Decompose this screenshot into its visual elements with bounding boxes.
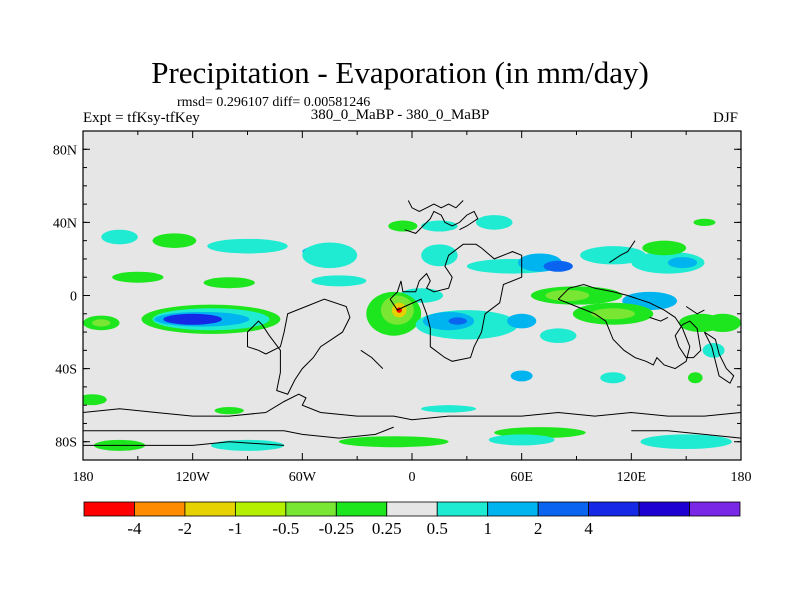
anomaly-region (302, 242, 358, 269)
anomaly-region (101, 229, 138, 245)
coastline (247, 298, 351, 395)
colorbar-label: 0.25 (372, 519, 402, 538)
colorbar-label: -0.25 (319, 519, 354, 538)
anomaly-region (210, 439, 285, 451)
coastline (83, 426, 394, 439)
x-tick-label: 0 (409, 470, 416, 485)
stats-label: rmsd= 0.296107 diff= 0.00581246 (177, 95, 371, 110)
colorbar-label: 2 (534, 519, 543, 538)
anomaly-region (388, 220, 418, 232)
anomaly-region (311, 275, 367, 287)
anomaly-region (591, 308, 635, 320)
y-tick-label: 0 (70, 290, 77, 305)
anomaly-region (338, 436, 449, 448)
chart-title: Precipitation - Evaporation (in mm/day) (151, 55, 649, 90)
x-tick-label: 180 (731, 470, 752, 485)
coastline (407, 200, 464, 212)
anomaly-region (421, 405, 476, 413)
colorbar-swatch (234, 501, 287, 517)
experiment-name: 380_0_MaBP - 380_0_MaBP (310, 107, 490, 123)
coastline (703, 331, 735, 384)
anomaly-region (510, 370, 533, 382)
anomaly-region (687, 372, 703, 384)
coastline (557, 283, 691, 370)
y-tick-label: 40S (55, 363, 77, 378)
y-tick-label: 80N (53, 143, 77, 158)
colorbar-swatch (83, 501, 135, 517)
coastline (649, 316, 669, 322)
y-tick-label: 80S (55, 436, 77, 451)
anomaly-region (475, 215, 513, 230)
field-layer (83, 215, 741, 451)
colorbar-label: 0.5 (427, 519, 448, 538)
coastline (83, 441, 285, 446)
anomaly-region (152, 233, 197, 248)
anomaly-region (163, 313, 222, 325)
anomaly-region (693, 218, 716, 227)
colorbar-swatch (638, 501, 690, 517)
colorbar-swatch (386, 501, 438, 517)
colorbar-label: -0.5 (272, 519, 299, 538)
x-tick-label: 60W (289, 470, 317, 485)
anomaly-region (112, 271, 164, 283)
plot-area (83, 131, 741, 460)
coastline (674, 320, 702, 359)
anomaly-region (92, 319, 111, 327)
coastline (389, 243, 523, 362)
anomaly-region (545, 290, 590, 301)
anomaly-region (580, 246, 646, 265)
x-tick-label: 120E (617, 470, 647, 485)
colorbar-swatch (436, 501, 489, 517)
colorbar-label: -2 (178, 519, 192, 538)
anomaly-region (83, 394, 107, 406)
anomaly-region (421, 244, 458, 267)
colorbar-label: -1 (228, 519, 242, 538)
anomaly-region (203, 277, 255, 289)
colorbar-swatch (689, 501, 741, 517)
anomaly-region (600, 372, 626, 384)
coastline-layer (83, 200, 741, 446)
colorbar-label: 1 (483, 519, 492, 538)
anomaly-region (539, 328, 577, 344)
anomaly-region (488, 434, 555, 446)
axes: 180 120W 60W 0 60E 120E 180 80N 40N 0 40S 80S (53, 130, 752, 485)
colorbar-label: 4 (584, 519, 593, 538)
colorbar: -4 -2 -1 -0.5 -0.25 0.25 0.5 1 2 4 (83, 501, 741, 538)
colorbar-label: -4 (127, 519, 142, 538)
x-tick-label: 180 (73, 470, 94, 485)
anomaly-region (214, 406, 244, 415)
colorbar-swatch (537, 501, 590, 517)
coastline (404, 210, 479, 234)
coastline (685, 306, 705, 315)
anomaly-region (422, 311, 475, 331)
anomaly-region (207, 238, 288, 254)
anomaly-region (421, 220, 458, 232)
coastline (360, 349, 384, 369)
colorbar-swatch (487, 501, 539, 517)
coastline (83, 393, 741, 421)
colorbar-swatch (588, 501, 640, 517)
coastline (609, 240, 636, 264)
x-tick-label: 60E (510, 470, 533, 485)
colorbar-swatch (184, 501, 236, 517)
x-tick-label: 120W (176, 470, 211, 485)
anomaly-region (448, 317, 467, 325)
anomaly-region (667, 257, 698, 269)
colorbar-swatch (134, 501, 186, 517)
colorbar-swatch (285, 501, 337, 517)
anomaly-region (543, 260, 573, 272)
anomaly-region (507, 313, 537, 329)
y-tick-label: 40N (53, 216, 77, 231)
colorbar-swatch (335, 501, 388, 517)
coastline (631, 430, 741, 439)
anomaly-region (704, 313, 741, 333)
anomaly-region (640, 434, 732, 450)
season-label: DJF (712, 110, 738, 126)
anomaly-region (642, 240, 687, 256)
experiment-label: Expt = tfKsy-tfKey (83, 110, 200, 126)
